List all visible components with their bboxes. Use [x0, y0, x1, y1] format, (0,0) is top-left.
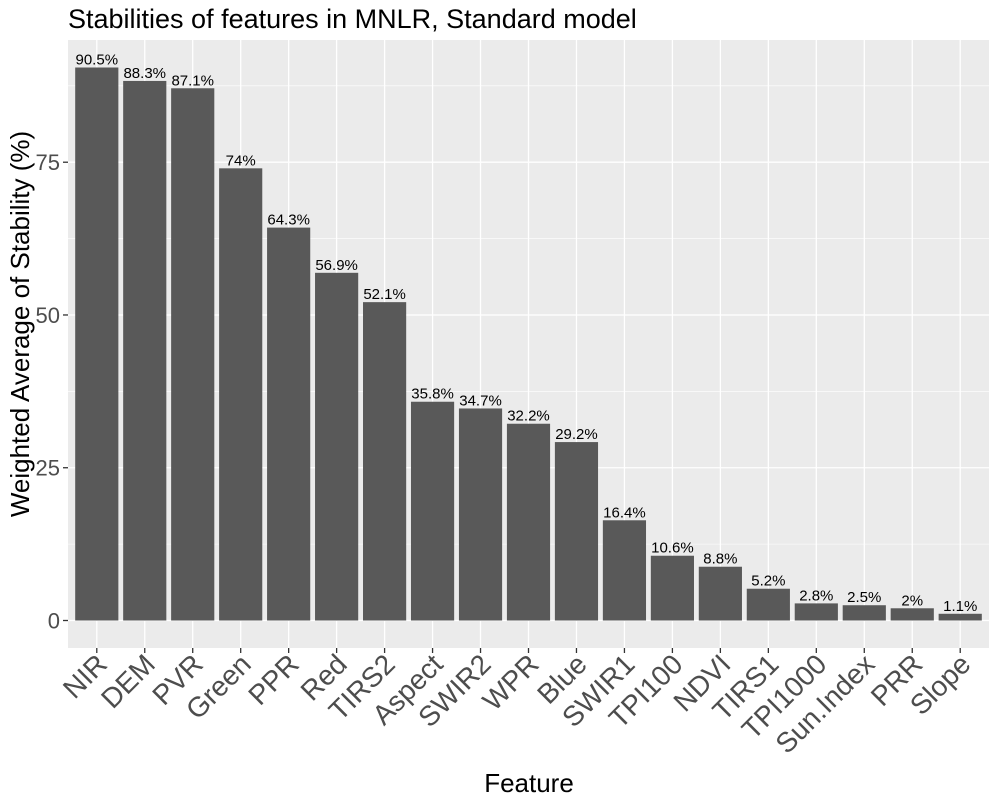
bar [842, 605, 886, 621]
data-label: 10.6% [651, 540, 694, 557]
data-label: 52.1% [363, 286, 406, 303]
data-label: 2.8% [799, 587, 833, 604]
data-label: 1.1% [943, 598, 977, 615]
bar [698, 566, 742, 621]
bar [410, 401, 455, 621]
x-axis-title: Feature [484, 768, 574, 798]
data-labels: 90.5%88.3% 87.1% 74% 64.3% 56.9% 52.1% 35.8% 34… [76, 51, 978, 614]
data-label: 56.9% [315, 257, 358, 274]
data-label: 35.8% [411, 386, 454, 403]
y-axis-title: Weighted Average of Stability (%) [5, 131, 35, 517]
data-label: 90.5% [76, 51, 119, 68]
data-label: 64.3% [267, 212, 310, 229]
x-tick-label: WPR [477, 648, 545, 716]
data-label: 34.7% [459, 392, 502, 409]
x-tick-label: PPR [242, 648, 305, 711]
data-label: 2.5% [847, 589, 881, 606]
data-label: 29.2% [555, 426, 598, 443]
bar [171, 88, 215, 621]
bar [746, 588, 790, 621]
bar [938, 613, 982, 621]
bar [890, 608, 934, 621]
bar [794, 603, 838, 621]
data-label: 32.2% [507, 408, 550, 425]
data-label: 5.2% [751, 573, 785, 590]
bar [267, 227, 311, 621]
bars [75, 67, 982, 621]
bar [458, 408, 503, 621]
y-axis: 0 25 50 75 [36, 150, 68, 634]
data-label: 87.1% [171, 72, 214, 89]
bar [123, 80, 167, 621]
data-label: 2% [901, 592, 923, 609]
x-tick-label: DEM [95, 648, 161, 714]
bar [602, 520, 647, 621]
bar [363, 302, 407, 621]
y-tick-label: 75 [36, 150, 60, 175]
data-label: 74% [226, 152, 256, 169]
data-label: 8.8% [703, 551, 737, 568]
data-label: 88.3% [123, 65, 166, 82]
y-tick-label: 25 [36, 456, 60, 481]
x-axis: NIRDEMPVRGreenPPRRedTIRS2AspectSWIR2WPRB… [57, 648, 976, 759]
bar [554, 442, 599, 621]
bar [75, 67, 119, 621]
data-label: 16.4% [603, 504, 646, 521]
y-tick-label: 50 [36, 303, 60, 328]
chart-title: Stabilities of features in MNLR, Standar… [68, 4, 637, 34]
bar [315, 272, 359, 621]
bar [219, 168, 263, 621]
y-tick-label: 0 [48, 609, 60, 634]
bar [506, 423, 551, 621]
bar [650, 555, 694, 621]
